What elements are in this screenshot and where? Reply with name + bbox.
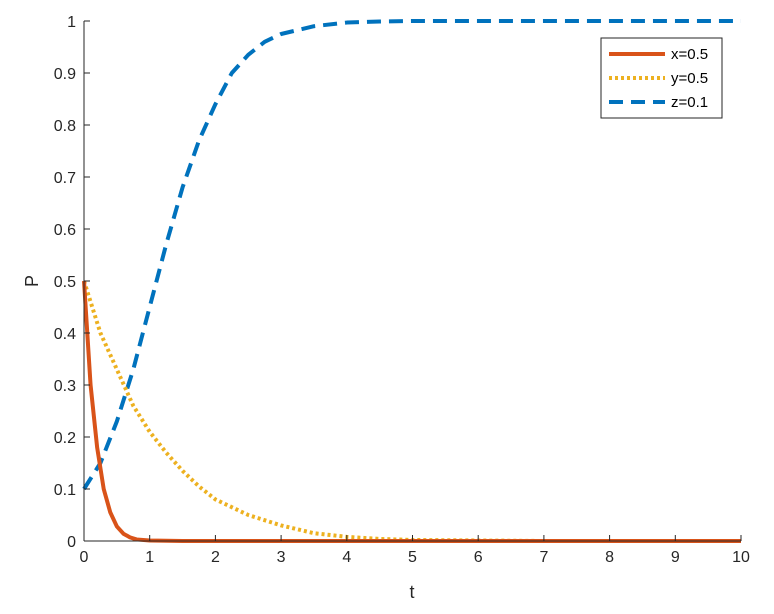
legend-label: z=0.1: [671, 94, 708, 111]
y-tick-label: 0.3: [54, 378, 76, 395]
ticks: 0 1 2 3 4 5 6 7 8 9 10 0 0.1 0.2 0.3 0.4 0.5 0.6 0.7 0.8 0.9…: [54, 14, 750, 566]
x-tick-label: 8: [605, 549, 614, 566]
legend-label: y=0.5: [671, 70, 708, 87]
x-tick-label: 7: [539, 549, 548, 566]
y-tick-label: 1: [67, 14, 76, 31]
y-axis-label: P: [22, 275, 42, 287]
x-axis-label: t: [409, 582, 414, 602]
x-tick-label: 3: [277, 549, 286, 566]
y-tick-label: 0.7: [54, 170, 76, 187]
legend-label: x=0.5: [671, 46, 708, 63]
y-tick-label: 0.9: [54, 66, 76, 83]
x-tick-label: 9: [671, 549, 680, 566]
series-line-z: [82, 19, 741, 491]
x-tick-label: 2: [211, 549, 220, 566]
y-tick-label: 0.2: [54, 430, 76, 447]
series-line-x: [82, 280, 741, 543]
y-tick-label: 0.1: [54, 482, 76, 499]
x-tick-label: 6: [474, 549, 483, 566]
y-tick-label: 0.8: [54, 118, 76, 135]
y-tick-label: 0: [67, 534, 76, 551]
legend: x=0.5 y=0.5 z=0.1: [600, 37, 723, 119]
x-tick-label: 1: [145, 549, 154, 566]
x-tick-label: 0: [80, 549, 89, 566]
y-tick-label: 0.5: [54, 274, 76, 291]
x-tick-label: 5: [408, 549, 417, 566]
x-tick-label: 10: [732, 549, 750, 566]
y-tick-label: 0.4: [54, 326, 76, 343]
y-tick-label: 0.6: [54, 222, 76, 239]
series-line-y: [82, 280, 741, 543]
x-tick-label: 4: [342, 549, 351, 566]
